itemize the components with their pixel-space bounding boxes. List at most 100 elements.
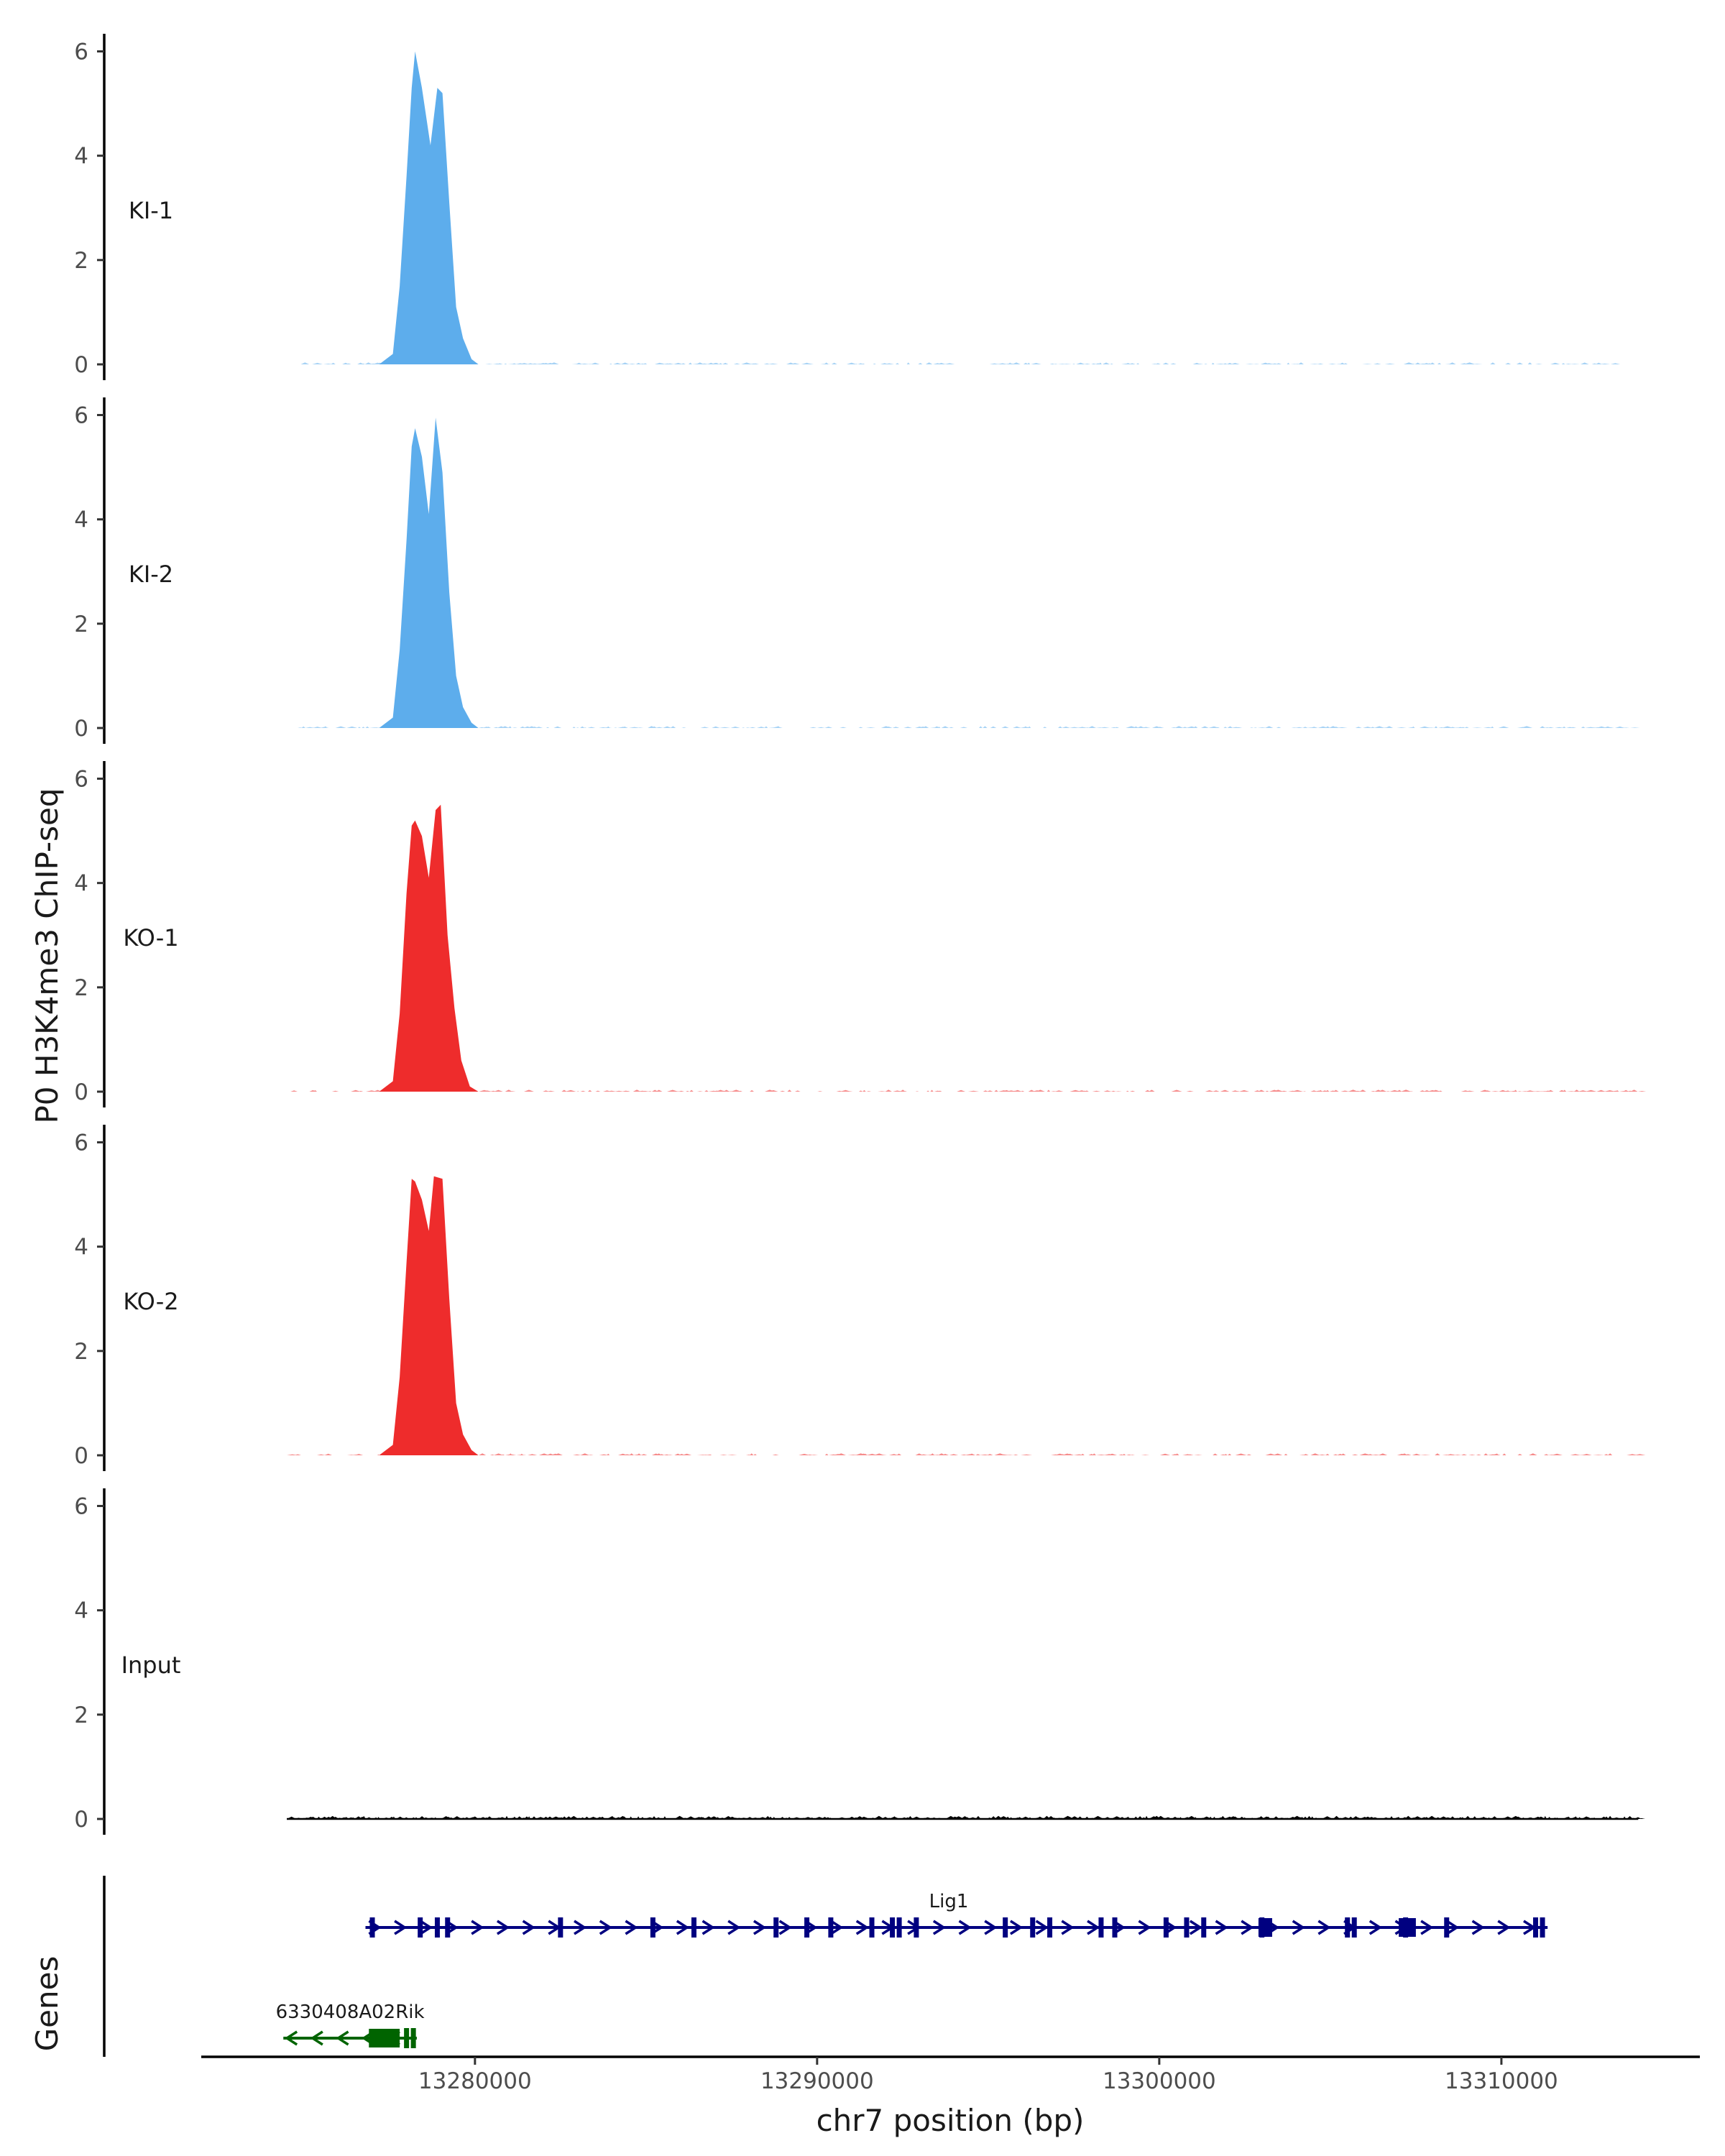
y-tick-label: 0	[74, 1807, 88, 1833]
exon	[914, 1917, 919, 1938]
exon	[418, 1917, 423, 1938]
strand-arrow	[1061, 1920, 1075, 1935]
exon	[773, 1917, 779, 1938]
track-input: 0 2 4 6 Input	[74, 1488, 1645, 1835]
track-label: KO-1	[123, 924, 178, 952]
strand-arrow	[1497, 1920, 1511, 1935]
peak-area	[379, 51, 479, 364]
exon	[1258, 1918, 1272, 1937]
exon	[828, 1917, 834, 1938]
strand-arrow	[496, 1920, 510, 1935]
exon	[404, 2028, 410, 2048]
x-axis-title: chr7 position (bp)	[816, 2103, 1085, 2138]
strand-arrow	[830, 1920, 844, 1935]
y-tick-label: 4	[74, 144, 88, 170]
y-tick-label: 6	[74, 1130, 88, 1156]
y-tick-label: 6	[74, 40, 88, 65]
strand-arrow	[310, 2030, 323, 2046]
exon	[1184, 1917, 1190, 1938]
exon	[369, 2029, 400, 2047]
exon	[1351, 1917, 1357, 1938]
strand-arrow	[1035, 1920, 1049, 1935]
gene-track: Lig1 6330408A02Rik	[103, 1876, 1548, 2057]
y-tick-label: 2	[74, 248, 88, 274]
strand-arrow	[753, 1920, 767, 1935]
strand-arrow	[1241, 1920, 1254, 1935]
y-tick-label: 4	[74, 1235, 88, 1261]
exon	[1030, 1917, 1036, 1938]
track-label: KI-2	[129, 561, 173, 588]
y-tick-label: 4	[74, 507, 88, 533]
strand-arrow	[599, 1920, 612, 1935]
exon	[434, 1917, 440, 1938]
peak-area	[379, 1176, 479, 1455]
exon	[1163, 1917, 1169, 1938]
strand-arrow	[471, 1920, 484, 1935]
strand-arrow	[1215, 1920, 1228, 1935]
y-tick-label: 0	[74, 716, 88, 742]
y-tick-label: 2	[74, 1703, 88, 1728]
strand-arrow	[727, 1920, 741, 1935]
strand-arrow	[1420, 1920, 1434, 1935]
exon	[869, 1917, 875, 1938]
gene-label: 6330408A02Rik	[276, 2001, 425, 2023]
exon	[558, 1917, 564, 1938]
exon	[650, 1917, 656, 1938]
strand-arrow	[958, 1920, 972, 1935]
noise-area	[287, 1453, 1646, 1455]
exon	[445, 1917, 451, 1938]
track-label: KI-1	[129, 197, 173, 224]
exon	[1399, 1918, 1416, 1937]
strand-arrow	[1317, 1920, 1331, 1935]
y-tick-label: 2	[74, 612, 88, 637]
exon	[1047, 1917, 1053, 1938]
strand-arrow	[1292, 1920, 1305, 1935]
exon	[1201, 1917, 1207, 1938]
exon	[1345, 1917, 1351, 1938]
noise-area	[287, 1815, 1645, 1819]
strand-arrow	[336, 2030, 349, 2046]
genes-axis-title: Genes	[29, 1956, 65, 2052]
x-tick-label: 13310000	[1445, 2068, 1558, 2094]
strand-arrow	[702, 1920, 715, 1935]
y-tick-label: 0	[74, 352, 88, 378]
y-tick-label: 6	[74, 1494, 88, 1520]
exon	[1098, 1917, 1104, 1938]
exon	[804, 1917, 810, 1938]
y-tick-label: 4	[74, 871, 88, 897]
strand-arrow	[1009, 1920, 1024, 1935]
exon	[1112, 1917, 1118, 1938]
strand-arrow	[574, 1920, 587, 1935]
strand-arrow	[522, 1920, 535, 1935]
track-ki-1: 0 2 4 6 KI-1	[74, 34, 1621, 380]
noise-area	[300, 362, 1621, 364]
track-ko-1: 0 2 4 6 KO-1	[74, 761, 1647, 1107]
strand-arrow	[419, 1920, 433, 1935]
track-label: KO-2	[123, 1288, 178, 1315]
track-ki-2: 0 2 4 6 KI-2	[74, 397, 1640, 744]
strand-arrow	[778, 1920, 792, 1935]
y-tick-label: 2	[74, 1339, 88, 1365]
x-tick-label: 13280000	[418, 2068, 532, 2094]
y-tick-label: 4	[74, 1598, 88, 1624]
x-tick-label: 13300000	[1103, 2068, 1216, 2094]
y-tick-label: 2	[74, 975, 88, 1001]
x-axis: 13280000 13290000 13300000 13310000	[201, 2055, 1700, 2094]
strand-arrow	[1445, 1920, 1460, 1935]
exon	[1444, 1917, 1450, 1938]
strand-arrow	[984, 1920, 998, 1935]
exon	[1533, 1917, 1539, 1938]
y-tick-label: 6	[74, 403, 88, 429]
exon	[890, 1917, 896, 1938]
signal-tracks: 0 2 4 6 KI-1 0 2 4 6 KI-2 0 2 4 6 KO-1 0 2 4 6 KO-2 0 2 4 6 Inpu…	[74, 34, 1647, 1835]
strand-arrow	[676, 1920, 690, 1935]
track-ko-2: 0 2 4 6 KO-2	[74, 1125, 1646, 1471]
strand-arrow	[284, 2030, 298, 2046]
y-tick-label: 0	[74, 1079, 88, 1105]
noise-area	[298, 726, 1640, 728]
exon	[369, 1917, 375, 1938]
strand-arrow	[855, 1920, 869, 1935]
strand-arrow	[1087, 1920, 1100, 1935]
strand-arrow	[932, 1920, 947, 1935]
